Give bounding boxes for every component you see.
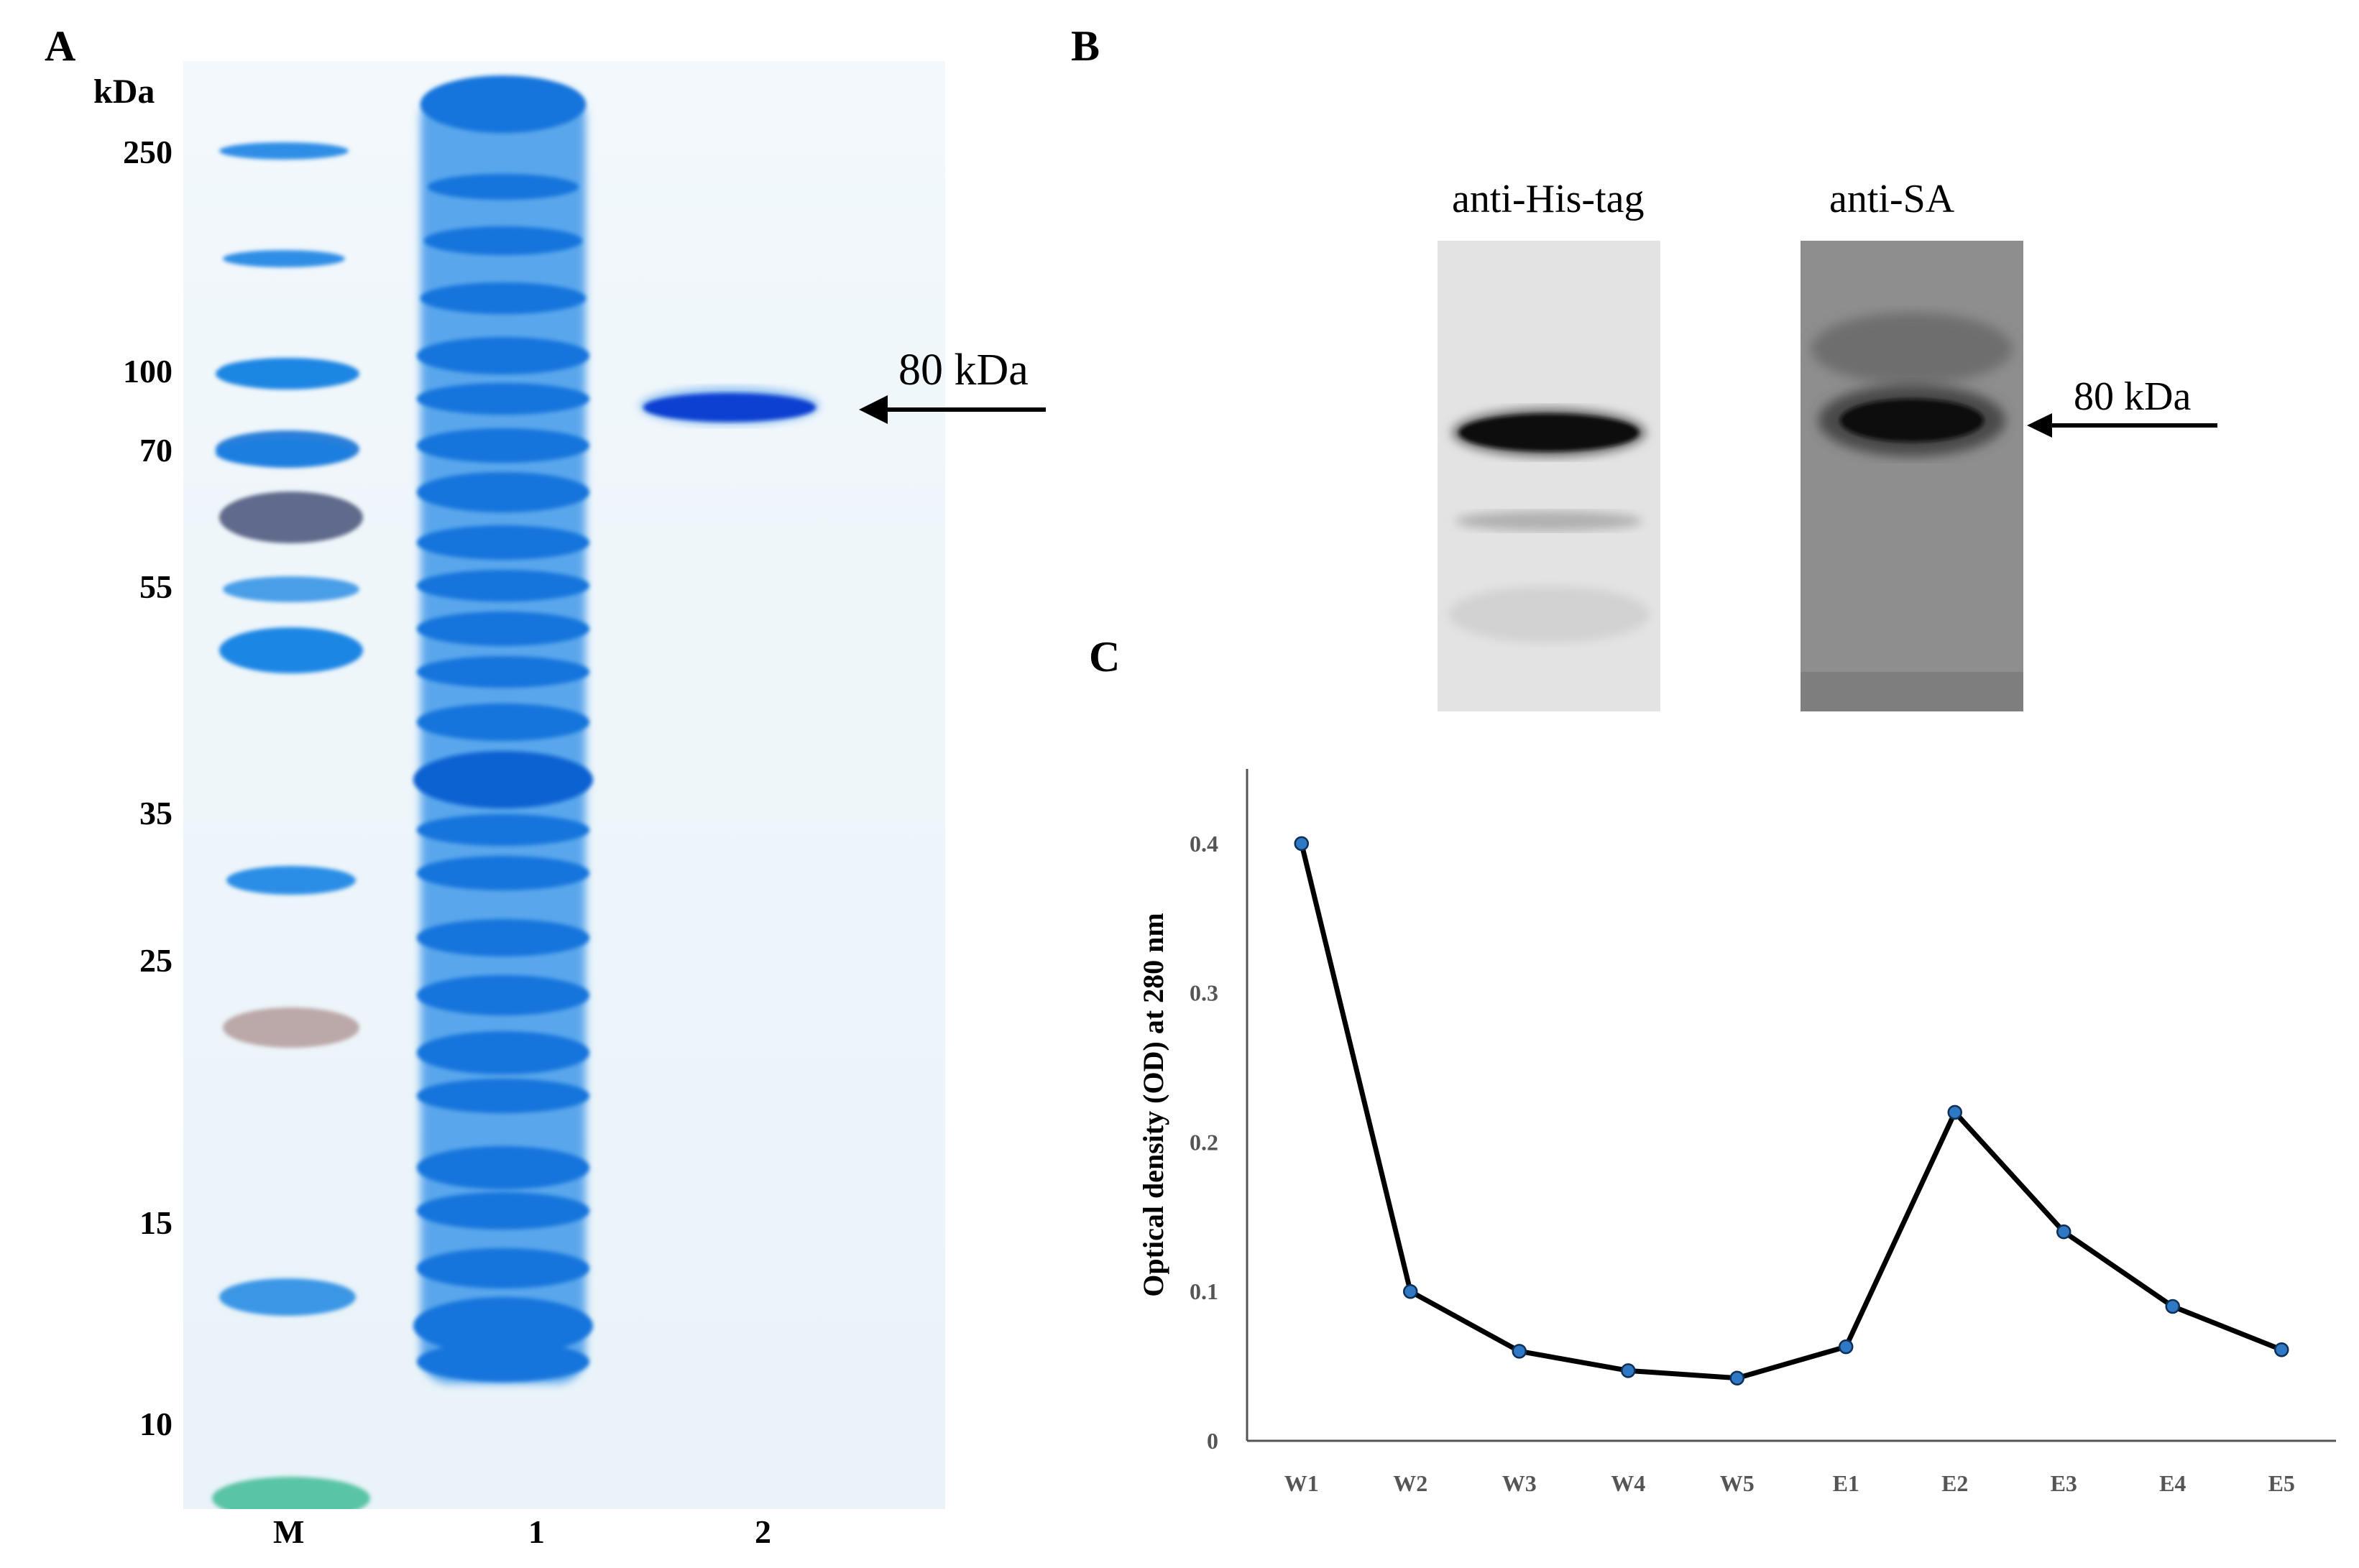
x-tick-label: W4 bbox=[1611, 1470, 1645, 1496]
lane-label-m: M bbox=[273, 1513, 305, 1550]
x-tick-label: W3 bbox=[1502, 1470, 1537, 1496]
marker-label-25: 25 bbox=[139, 942, 173, 979]
marker-label-10: 10 bbox=[139, 1406, 173, 1442]
blot-title-sa: anti-SA bbox=[1829, 177, 1955, 221]
marker-band-100 bbox=[216, 358, 359, 389]
marker-label-15: 15 bbox=[139, 1204, 173, 1241]
purified-80kda-band bbox=[643, 393, 816, 422]
data-point-w5 bbox=[1729, 1370, 1744, 1385]
y-tick-label: 0 bbox=[1207, 1428, 1218, 1454]
panel-label-a: A bbox=[45, 22, 76, 70]
data-point-e1 bbox=[1839, 1339, 1854, 1355]
data-point-e4 bbox=[2165, 1299, 2180, 1314]
marker-label-250: 250 bbox=[123, 134, 173, 170]
blot-title-his: anti-His-tag bbox=[1452, 177, 1645, 221]
marker-lane bbox=[212, 142, 370, 1509]
marker-band-25 bbox=[223, 1007, 359, 1048]
marker-band-15 bbox=[219, 1278, 356, 1316]
his-tag-band bbox=[1459, 414, 1639, 451]
lane-2-purified bbox=[640, 387, 819, 425]
y-tick-label: 0.3 bbox=[1190, 980, 1218, 1006]
anti-sa-band bbox=[1840, 399, 1984, 442]
marker-label-55: 55 bbox=[139, 568, 173, 605]
x-tick-label: W1 bbox=[1284, 1470, 1319, 1496]
panel-label-b: B bbox=[1071, 22, 1100, 70]
marker-band-55 bbox=[219, 627, 363, 673]
marker-band-35 bbox=[226, 866, 356, 895]
marker-band-10 bbox=[212, 1477, 370, 1509]
x-tick-label: E1 bbox=[1833, 1470, 1859, 1496]
marker-label-100: 100 bbox=[123, 353, 173, 389]
data-point-e5 bbox=[2274, 1342, 2289, 1357]
gel-arrow bbox=[859, 395, 1046, 424]
marker-band-70 bbox=[219, 492, 363, 543]
x-tick-label: E3 bbox=[2051, 1470, 2077, 1496]
lane-label-2: 2 bbox=[755, 1513, 771, 1550]
blot-arrow bbox=[2027, 413, 2217, 438]
y-axis-label: Optical density (OD) at 280 nm bbox=[1137, 913, 1169, 1296]
od-series-line bbox=[1299, 843, 2283, 1381]
x-tick-label: W5 bbox=[1720, 1470, 1755, 1496]
gel-unit-label: kDa bbox=[93, 73, 155, 111]
marker-label-35: 35 bbox=[139, 795, 173, 831]
od-line-chart: 0 0.1 0.2 0.3 0.4 W1 W2 W3 W4 W5 E1 E2 E3 E4 E5 Optical… bbox=[1137, 769, 2336, 1496]
marker-label-70: 70 bbox=[139, 432, 173, 469]
lane-label-1: 1 bbox=[528, 1513, 545, 1550]
marker-band bbox=[223, 250, 345, 267]
marker-band-250 bbox=[219, 142, 349, 160]
data-point-w2 bbox=[1403, 1283, 1418, 1299]
data-point-w1 bbox=[1294, 836, 1309, 852]
gel-arrow-label: 80 kDa bbox=[898, 346, 1029, 395]
data-point-w3 bbox=[1512, 1344, 1527, 1359]
sds-page-gel bbox=[183, 61, 945, 1509]
blot-his-tag bbox=[1438, 241, 1660, 711]
data-point-e2 bbox=[1947, 1104, 1962, 1120]
blot-anti-sa bbox=[1801, 241, 2023, 711]
data-point-e3 bbox=[2056, 1224, 2071, 1240]
x-tick-label: E5 bbox=[2268, 1470, 2295, 1496]
y-tick-label: 0.4 bbox=[1190, 831, 1218, 857]
marker-band bbox=[223, 576, 359, 602]
data-point-w4 bbox=[1621, 1363, 1636, 1378]
blot-arrow-label: 80 kDa bbox=[2074, 374, 2192, 419]
lane-1-lysate bbox=[413, 75, 593, 1383]
y-tick-label: 0.2 bbox=[1190, 1129, 1218, 1155]
y-tick-label: 0.1 bbox=[1190, 1278, 1218, 1304]
x-tick-label: E4 bbox=[2159, 1470, 2186, 1496]
panel-label-c: C bbox=[1089, 633, 1121, 681]
x-tick-label: E2 bbox=[1941, 1470, 1968, 1496]
x-tick-label: W2 bbox=[1393, 1470, 1427, 1496]
